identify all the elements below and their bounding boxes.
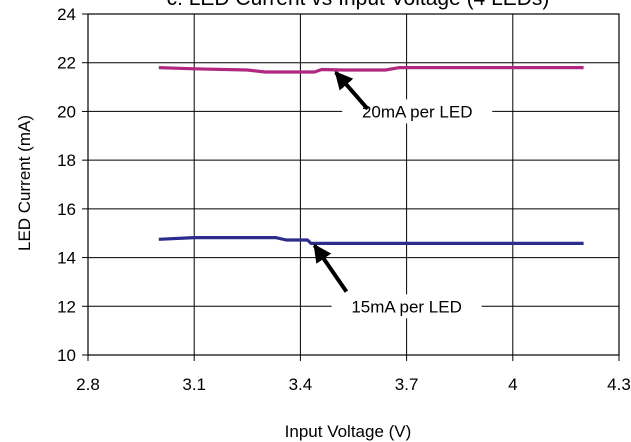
x-tick-label: 3.4 [289,375,313,394]
x-tick-label: 4.3 [607,375,631,394]
x-axis-label: Input Voltage (V) [285,422,412,441]
y-tick-label: 16 [57,200,76,219]
annotation-label-bg-1 [342,99,493,124]
annotation-arrow-1 [334,71,370,111]
y-tick-labels: 10 12 14 16 18 20 22 24 [57,5,76,365]
y-tick-label: 12 [57,297,76,316]
y-axis-label: LED Current (mA) [15,115,34,251]
x-tick-label: 3.1 [182,375,206,394]
x-tick-labels: 2.8 3.1 3.4 3.7 4 4.3 [76,375,631,394]
chart-title: c: LED Current vs Input Voltage (4 LEDs) [167,0,550,10]
y-tick-label: 22 [57,54,76,73]
annotation-label-1: 20mA per LED [362,102,473,121]
annotation-arrow-2 [312,243,349,293]
y-tick-label: 10 [57,346,76,365]
y-tick-label: 18 [57,151,76,170]
x-tick-label: 3.7 [395,375,419,394]
y-tick-label: 14 [57,249,76,268]
series-layer [158,65,584,245]
annotation-layer: 20mA per LED 15mA per LED [312,71,493,319]
annotation-label-bg-2 [331,294,482,319]
y-tick-label: 24 [57,5,76,24]
annotation-label-2: 15mA per LED [351,297,462,316]
y-tick-label: 20 [57,102,76,121]
x-tick-label: 2.8 [76,375,100,394]
axis-ticks [82,13,620,361]
series-line-2 [158,236,584,245]
plot-frame [87,13,620,356]
series-line-1 [158,65,584,74]
x-tick-label: 4 [508,375,517,394]
